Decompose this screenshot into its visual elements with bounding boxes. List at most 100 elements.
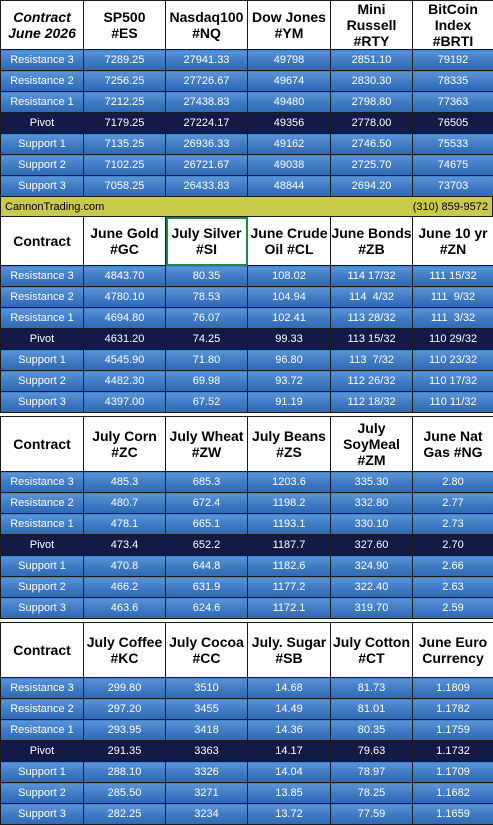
level-value-cell[interactable]: 330.10 [331, 514, 413, 535]
level-value-cell[interactable]: 112 18/32 [331, 392, 413, 413]
level-label[interactable]: Support 2 [1, 577, 84, 598]
level-label[interactable]: Pivot [1, 113, 84, 134]
level-label[interactable]: Resistance 1 [1, 514, 84, 535]
level-value-cell[interactable]: 76.07 [166, 308, 248, 329]
level-value-cell[interactable]: 2778.00 [331, 113, 413, 134]
level-label[interactable]: Resistance 2 [1, 71, 84, 92]
level-value-cell[interactable]: 114 17/32 [331, 266, 413, 287]
level-label[interactable]: Resistance 1 [1, 308, 84, 329]
level-value-cell[interactable]: 69.98 [166, 371, 248, 392]
instrument-header[interactable]: July Cotton#CT [331, 623, 413, 678]
level-value-cell[interactable]: 78.25 [331, 783, 413, 804]
instrument-header[interactable]: Mini Russell#RTY [331, 1, 413, 50]
level-value-cell[interactable]: 470.8 [84, 556, 166, 577]
level-value-cell[interactable]: 76505 [413, 113, 493, 134]
level-value-cell[interactable]: 2746.50 [331, 134, 413, 155]
level-value-cell[interactable]: 4843.70 [84, 266, 166, 287]
level-value-cell[interactable]: 2.80 [413, 472, 493, 493]
level-value-cell[interactable]: 71.80 [166, 350, 248, 371]
level-value-cell[interactable]: 102.41 [248, 308, 331, 329]
level-label[interactable]: Resistance 3 [1, 678, 84, 699]
level-label[interactable]: Resistance 1 [1, 92, 84, 113]
level-value-cell[interactable]: 3418 [166, 720, 248, 741]
level-value-cell[interactable]: 4694.80 [84, 308, 166, 329]
level-value-cell[interactable]: 4631.20 [84, 329, 166, 350]
level-label[interactable]: Support 1 [1, 134, 84, 155]
level-value-cell[interactable]: 14.17 [248, 741, 331, 762]
level-value-cell[interactable]: 79192 [413, 50, 493, 71]
level-value-cell[interactable]: 652.2 [166, 535, 248, 556]
level-value-cell[interactable]: 49356 [248, 113, 331, 134]
level-value-cell[interactable]: 4482.30 [84, 371, 166, 392]
level-label[interactable]: Resistance 2 [1, 493, 84, 514]
level-value-cell[interactable]: 285.50 [84, 783, 166, 804]
level-value-cell[interactable]: 7179.25 [84, 113, 166, 134]
level-value-cell[interactable]: 4545.90 [84, 350, 166, 371]
level-value-cell[interactable]: 96.80 [248, 350, 331, 371]
level-label[interactable]: Support 3 [1, 176, 84, 197]
level-value-cell[interactable]: 73703 [413, 176, 493, 197]
level-value-cell[interactable]: 624.6 [166, 598, 248, 619]
level-value-cell[interactable]: 665.1 [166, 514, 248, 535]
instrument-header[interactable]: Nasdaq100#NQ [166, 1, 248, 50]
level-value-cell[interactable]: 67.52 [166, 392, 248, 413]
level-value-cell[interactable]: 463.6 [84, 598, 166, 619]
level-value-cell[interactable]: 13.85 [248, 783, 331, 804]
level-value-cell[interactable]: 74675 [413, 155, 493, 176]
level-value-cell[interactable]: 1182.6 [248, 556, 331, 577]
level-value-cell[interactable]: 27438.83 [166, 92, 248, 113]
level-value-cell[interactable]: 1172.1 [248, 598, 331, 619]
level-label[interactable]: Support 2 [1, 371, 84, 392]
level-value-cell[interactable]: 7135.25 [84, 134, 166, 155]
level-value-cell[interactable]: 1.1782 [413, 699, 493, 720]
level-value-cell[interactable]: 335.30 [331, 472, 413, 493]
level-value-cell[interactable]: 7256.25 [84, 71, 166, 92]
level-value-cell[interactable]: 112 26/32 [331, 371, 413, 392]
level-value-cell[interactable]: 93.72 [248, 371, 331, 392]
level-value-cell[interactable]: 49162 [248, 134, 331, 155]
level-value-cell[interactable]: 1198.2 [248, 493, 331, 514]
level-value-cell[interactable]: 49480 [248, 92, 331, 113]
level-value-cell[interactable]: 7058.25 [84, 176, 166, 197]
level-value-cell[interactable]: 7212.25 [84, 92, 166, 113]
level-value-cell[interactable]: 75533 [413, 134, 493, 155]
level-label[interactable]: Support 1 [1, 350, 84, 371]
instrument-header[interactable]: Dow Jones#YM [248, 1, 331, 50]
level-value-cell[interactable]: 113 28/32 [331, 308, 413, 329]
instrument-header[interactable]: July Cocoa#CC [166, 623, 248, 678]
level-value-cell[interactable]: 108.02 [248, 266, 331, 287]
level-value-cell[interactable]: 473.4 [84, 535, 166, 556]
level-value-cell[interactable]: 99.33 [248, 329, 331, 350]
level-value-cell[interactable]: 14.04 [248, 762, 331, 783]
instrument-header[interactable]: July. Sugar#SB [248, 623, 331, 678]
level-value-cell[interactable]: 80.35 [331, 720, 413, 741]
level-value-cell[interactable]: 111 15/32 [413, 266, 493, 287]
level-value-cell[interactable]: 1203.6 [248, 472, 331, 493]
level-value-cell[interactable]: 27726.67 [166, 71, 248, 92]
instrument-header[interactable]: July Silver#SI [166, 217, 248, 266]
level-value-cell[interactable]: 81.73 [331, 678, 413, 699]
level-value-cell[interactable]: 110 29/32 [413, 329, 493, 350]
level-label[interactable]: Resistance 3 [1, 50, 84, 71]
level-value-cell[interactable]: 1.1732 [413, 741, 493, 762]
level-value-cell[interactable]: 4780.10 [84, 287, 166, 308]
level-value-cell[interactable]: 78335 [413, 71, 493, 92]
level-label[interactable]: Support 2 [1, 155, 84, 176]
instrument-header[interactable]: July Corn#ZC [84, 417, 166, 472]
level-label[interactable]: Support 3 [1, 804, 84, 825]
level-value-cell[interactable]: 685.3 [166, 472, 248, 493]
level-label[interactable]: Pivot [1, 329, 84, 350]
level-value-cell[interactable]: 1.1682 [413, 783, 493, 804]
level-value-cell[interactable]: 3326 [166, 762, 248, 783]
level-value-cell[interactable]: 3363 [166, 741, 248, 762]
level-value-cell[interactable]: 14.68 [248, 678, 331, 699]
level-value-cell[interactable]: 110 17/32 [413, 371, 493, 392]
level-label[interactable]: Support 1 [1, 762, 84, 783]
level-value-cell[interactable]: 2851.10 [331, 50, 413, 71]
level-value-cell[interactable]: 13.72 [248, 804, 331, 825]
level-value-cell[interactable]: 644.8 [166, 556, 248, 577]
level-value-cell[interactable]: 332.80 [331, 493, 413, 514]
